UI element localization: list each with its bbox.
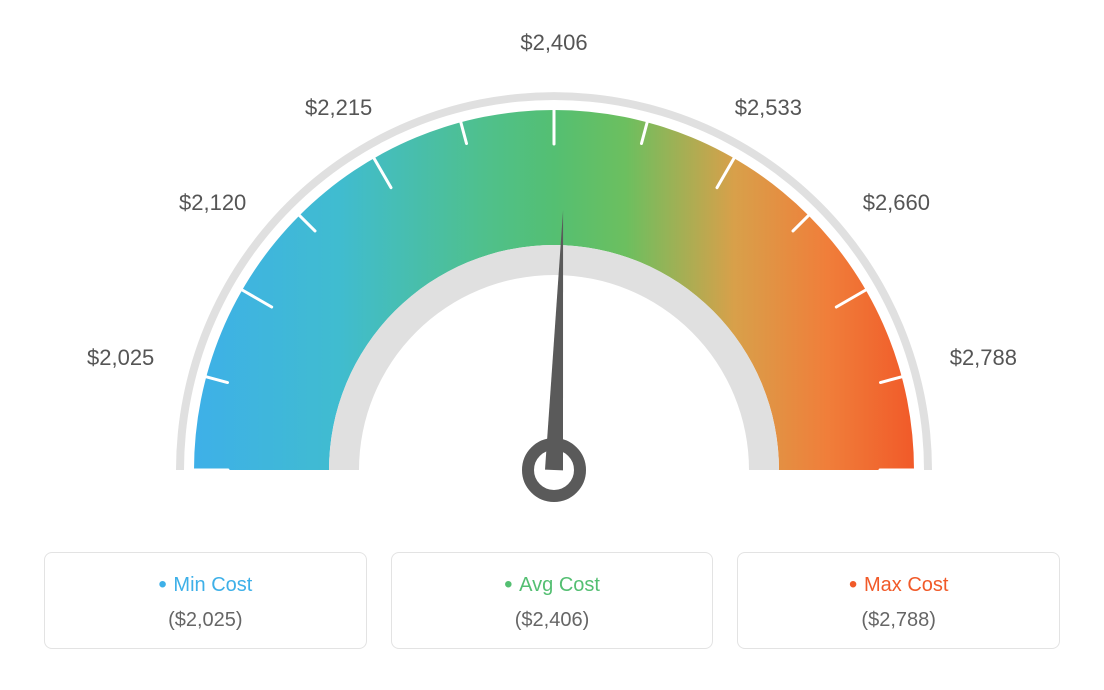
gauge-chart: $2,025 $2,120 $2,215 $2,406 $2,533 $2,660 $2,7…	[42, 20, 1062, 540]
gauge-tick-label: $2,788	[950, 345, 1017, 370]
legend-value-min: ($2,025)	[57, 609, 354, 632]
gauge-tick-label: $2,533	[735, 95, 802, 120]
legend-card-max: Max Cost ($2,788)	[737, 552, 1060, 649]
legend-title-max: Max Cost	[750, 571, 1047, 599]
gauge-svg: $2,025 $2,120 $2,215 $2,406 $2,533 $2,660 $2,7…	[42, 20, 1066, 525]
legend-title-avg: Avg Cost	[404, 571, 701, 599]
legend-title-min: Min Cost	[57, 571, 354, 599]
chart-container: $2,025 $2,120 $2,215 $2,406 $2,533 $2,660 $2,7…	[0, 0, 1104, 690]
gauge-tick-label: $2,025	[87, 345, 154, 370]
gauge-tick-label: $2,120	[179, 190, 246, 215]
legend-value-avg: ($2,406)	[404, 609, 701, 632]
legend-value-max: ($2,788)	[750, 609, 1047, 632]
legend-card-min: Min Cost ($2,025)	[44, 552, 367, 649]
gauge-tick-label: $2,406	[520, 30, 587, 55]
gauge-tick-label: $2,215	[305, 95, 372, 120]
legend-row: Min Cost ($2,025) Avg Cost ($2,406) Max …	[40, 552, 1064, 649]
gauge-tick-label: $2,660	[863, 190, 930, 215]
legend-card-avg: Avg Cost ($2,406)	[391, 552, 714, 649]
